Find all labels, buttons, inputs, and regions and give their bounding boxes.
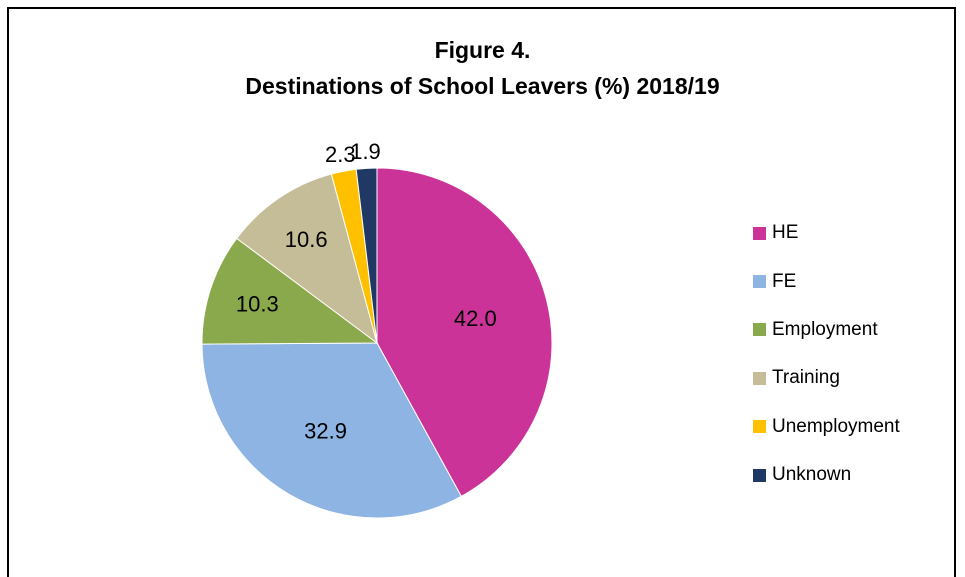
data-label-fe: 32.9 [304, 419, 347, 444]
pie-slice-unknown [355, 167, 378, 344]
legend-label: HE [772, 222, 799, 244]
legend-swatch [753, 468, 766, 482]
chart-subtitle: Destinations of School Leavers (%) 2018/… [245, 73, 720, 99]
legend-item-fe: FE [753, 257, 900, 305]
legend-item-he: HE [753, 209, 900, 257]
legend-item-unemployment: Unemployment [753, 403, 900, 451]
data-label-employment: 10.3 [236, 292, 279, 317]
legend-label: FE [772, 270, 797, 292]
legend-label: Unemployment [772, 415, 900, 437]
data-label-unemployment: 2.3 [325, 142, 356, 167]
legend-label: Employment [772, 318, 878, 340]
pie-slice-fe [201, 342, 462, 519]
legend-swatch [753, 226, 766, 240]
legend-item-training: Training [753, 354, 900, 402]
pie-slice-employment [201, 237, 379, 345]
legend-swatch [753, 371, 766, 385]
legend-item-unknown: Unknown [753, 451, 900, 499]
legend-swatch [753, 420, 766, 434]
legend-swatch [753, 323, 766, 337]
chart-title: Figure 4. [434, 37, 531, 63]
legend-swatch [753, 275, 766, 289]
legend-label: Unknown [772, 464, 852, 486]
data-label-unknown: 1.9 [350, 139, 381, 164]
legend-label: Training [772, 367, 840, 389]
data-label-he: 42.0 [454, 306, 497, 331]
pie-slice-training [236, 173, 378, 345]
chart-legend: HE FE Employment Training Unemployment Unknow… [753, 209, 900, 499]
data-label-training: 10.6 [285, 227, 328, 252]
pie-slice-he [376, 167, 553, 498]
legend-item-employment: Employment [753, 306, 900, 354]
